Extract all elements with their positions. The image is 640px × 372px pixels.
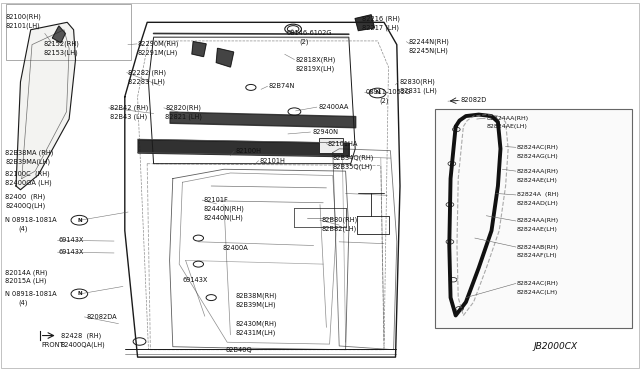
Text: 82101(LH): 82101(LH)	[5, 23, 40, 29]
Text: 82B38M(RH): 82B38M(RH)	[236, 293, 277, 299]
Text: N 08918-1081A: N 08918-1081A	[5, 217, 57, 223]
Text: 82824AA(RH): 82824AA(RH)	[486, 116, 529, 121]
Text: 82100H: 82100H	[236, 148, 262, 154]
Text: 08146-6102G: 08146-6102G	[287, 30, 332, 36]
Text: 82153(LH): 82153(LH)	[44, 49, 78, 56]
Text: 82940N: 82940N	[312, 129, 339, 135]
Text: 82431M(LH): 82431M(LH)	[236, 329, 276, 336]
Text: (4): (4)	[18, 226, 28, 232]
Text: 82101HA: 82101HA	[328, 141, 358, 147]
Text: 82824AE(LH): 82824AE(LH)	[517, 177, 558, 183]
Text: 82820(RH): 82820(RH)	[165, 105, 201, 111]
Text: 82245N(LH): 82245N(LH)	[408, 47, 448, 54]
Text: 82B35Q(LH): 82B35Q(LH)	[333, 163, 373, 170]
Text: 82244N(RH): 82244N(RH)	[408, 38, 449, 45]
Text: 82283 (LH): 82283 (LH)	[128, 78, 165, 85]
Text: 82B43 (LH): 82B43 (LH)	[110, 113, 147, 120]
Text: 82282 (RH): 82282 (RH)	[128, 69, 166, 76]
Text: 82B82(LH): 82B82(LH)	[321, 226, 356, 232]
Polygon shape	[216, 48, 234, 67]
Text: 82830(RH): 82830(RH)	[400, 78, 436, 85]
Text: 69143X: 69143X	[182, 277, 208, 283]
Text: 82824AB(RH): 82824AB(RH)	[517, 244, 559, 250]
Text: 82291M(LH): 82291M(LH)	[138, 49, 178, 56]
Text: 82824AE(LH): 82824AE(LH)	[486, 124, 527, 129]
Text: 82101F: 82101F	[204, 197, 228, 203]
Text: 82824AF(LH): 82824AF(LH)	[517, 253, 557, 259]
Text: 82082D: 82082D	[461, 97, 487, 103]
Text: 82B39MA(LH): 82B39MA(LH)	[5, 158, 51, 165]
Text: 82B74N: 82B74N	[269, 83, 295, 89]
Text: 82152(RH): 82152(RH)	[44, 41, 79, 47]
Text: 82400  (RH): 82400 (RH)	[5, 194, 45, 201]
Text: 82824AG(LH): 82824AG(LH)	[517, 154, 559, 159]
Text: 82B34Q(RH): 82B34Q(RH)	[333, 154, 374, 161]
Text: 82100C  (RH): 82100C (RH)	[5, 170, 50, 177]
Text: (2): (2)	[379, 98, 388, 105]
Text: 82B40Q: 82B40Q	[225, 347, 252, 353]
Text: 82217 (LH): 82217 (LH)	[362, 24, 399, 31]
Text: 82B39M(LH): 82B39M(LH)	[236, 302, 276, 308]
Text: 82440N(LH): 82440N(LH)	[204, 215, 243, 221]
Text: N: N	[77, 291, 82, 296]
Text: 82100(RH): 82100(RH)	[5, 13, 41, 20]
Text: 82400GA (LH): 82400GA (LH)	[5, 179, 52, 186]
Text: N: N	[77, 218, 82, 223]
Text: 82400Q(LH): 82400Q(LH)	[5, 203, 45, 209]
Text: 82824AC(RH): 82824AC(RH)	[517, 145, 559, 150]
Text: 82818X(RH): 82818X(RH)	[296, 56, 336, 63]
Bar	[319, 138, 343, 153]
Text: 82015A (LH): 82015A (LH)	[5, 278, 47, 285]
Text: 82819X(LH): 82819X(LH)	[296, 65, 335, 72]
Text: (4): (4)	[18, 299, 28, 306]
Text: 82824AA(RH): 82824AA(RH)	[517, 169, 559, 174]
Text: 82824A  (RH): 82824A (RH)	[517, 192, 559, 198]
Text: 82440N(RH): 82440N(RH)	[204, 206, 244, 212]
Text: JB2000CX: JB2000CX	[534, 342, 578, 351]
Text: 82290M(RH): 82290M(RH)	[138, 41, 179, 47]
Text: (2): (2)	[300, 38, 309, 45]
Text: N: N	[375, 90, 380, 96]
Polygon shape	[192, 42, 206, 57]
Text: 82831 (LH): 82831 (LH)	[400, 87, 437, 94]
Text: 69143X: 69143X	[59, 249, 84, 255]
Polygon shape	[16, 22, 76, 190]
Bar	[6, 4, 131, 60]
Text: 82400A: 82400A	[223, 246, 248, 251]
Text: 82430M(RH): 82430M(RH)	[236, 320, 277, 327]
Text: 82400QA(LH): 82400QA(LH)	[61, 341, 106, 348]
Text: 82824AA(RH): 82824AA(RH)	[517, 218, 559, 224]
Polygon shape	[355, 15, 374, 31]
Text: FRONT: FRONT	[42, 342, 64, 348]
Text: 82B80(RH): 82B80(RH)	[321, 217, 358, 224]
Text: 82400AA: 82400AA	[319, 104, 349, 110]
Text: 82824AC(RH): 82824AC(RH)	[517, 281, 559, 286]
Text: 82082DA: 82082DA	[86, 314, 117, 320]
Text: 82821 (LH): 82821 (LH)	[165, 113, 202, 120]
Text: 82824AD(LH): 82824AD(LH)	[517, 201, 559, 206]
Text: 82216 (RH): 82216 (RH)	[362, 15, 399, 22]
Text: 69143X: 69143X	[59, 237, 84, 243]
Text: 82101H: 82101H	[260, 158, 285, 164]
Text: 82B42 (RH): 82B42 (RH)	[110, 105, 148, 111]
Polygon shape	[52, 26, 65, 43]
Text: 08911-1052G: 08911-1052G	[366, 89, 412, 95]
Text: 82014A (RH): 82014A (RH)	[5, 269, 47, 276]
Text: 82824AC(LH): 82824AC(LH)	[517, 290, 558, 295]
Text: 82428  (RH): 82428 (RH)	[61, 332, 101, 339]
Text: N 08918-1081A: N 08918-1081A	[5, 291, 57, 297]
Text: 82824AE(LH): 82824AE(LH)	[517, 227, 558, 232]
Bar	[435, 109, 632, 328]
Text: 82B38MA (RH): 82B38MA (RH)	[5, 149, 54, 156]
